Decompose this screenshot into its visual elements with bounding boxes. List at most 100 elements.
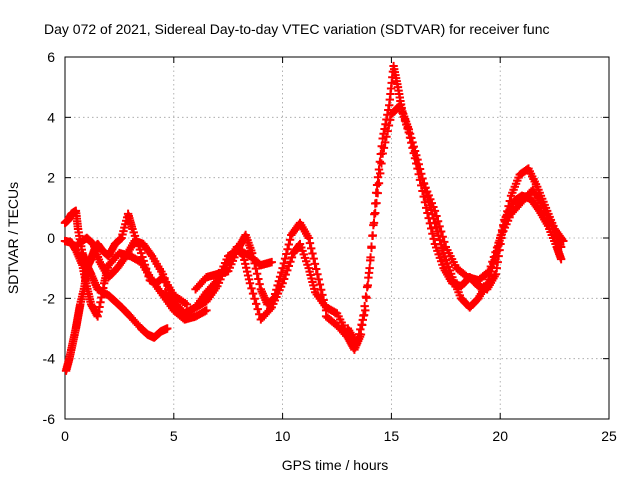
data-point-interp (414, 170, 423, 179)
data-point-interp (505, 196, 515, 206)
data-point (247, 248, 257, 258)
y-axis-label: SDTVAR / TECUs (5, 182, 21, 294)
data-point-interp (364, 268, 374, 278)
y-tick-label: 0 (47, 230, 55, 246)
data-point-interp (248, 289, 258, 298)
data-point-interp (440, 237, 449, 247)
data-point-interp (285, 235, 295, 244)
data-point-interp (366, 256, 375, 265)
x-tick-label: 5 (170, 428, 178, 444)
data-point-interp (283, 245, 292, 254)
data-point-interp (281, 270, 290, 279)
y-tick-label: 2 (47, 170, 55, 186)
data-point-interp (306, 244, 316, 253)
series-track-h (343, 101, 568, 348)
data-point (163, 324, 172, 333)
data-point-interp (433, 216, 443, 226)
data-point (485, 266, 494, 276)
data-point-interp (488, 257, 497, 266)
data-point (361, 306, 370, 315)
data-point-interp (273, 281, 282, 290)
data-point-interp (251, 299, 261, 309)
data-point-interp (383, 126, 392, 136)
data-point-interp (368, 231, 377, 240)
data-point-interp (314, 275, 323, 284)
data-point-interp (415, 175, 425, 185)
data-point (404, 128, 414, 137)
data-point-interp (492, 243, 502, 252)
data-point-interp (249, 254, 258, 263)
data-series (60, 61, 568, 375)
x-tick-label: 20 (492, 428, 508, 444)
data-point (556, 254, 566, 264)
data-point-interp (377, 159, 386, 168)
x-tick-labels: 0 5 10 15 20 25 (61, 428, 617, 444)
data-point-interp (250, 259, 259, 268)
data-point-interp (308, 249, 317, 258)
data-point (422, 203, 431, 213)
data-point-interp (379, 143, 389, 153)
data-point-interp (270, 289, 280, 299)
data-point-interp (354, 329, 364, 339)
chart-title: Day 072 of 2021, Sidereal Day-to-day VTE… (44, 21, 550, 37)
data-point (378, 149, 387, 158)
data-point (267, 257, 276, 267)
data-point (278, 263, 287, 273)
data-point (313, 270, 322, 279)
data-point-interp (426, 224, 436, 233)
data-point-interp (409, 148, 418, 158)
grid (65, 57, 609, 419)
data-point-interp (253, 304, 262, 314)
data-point-interp (250, 294, 259, 303)
data-point-interp (305, 238, 315, 248)
data-point-interp (356, 325, 365, 334)
data-point-interp (319, 295, 328, 305)
data-point-interp (419, 192, 428, 201)
data-point-interp (385, 115, 395, 125)
data-point-interp (254, 274, 263, 284)
series-track-f (191, 218, 331, 315)
data-point-interp (357, 320, 366, 329)
data-point-interp (247, 284, 256, 293)
data-point-interp (486, 262, 496, 271)
data-point-interp (283, 266, 292, 275)
data-point (202, 306, 211, 315)
data-point-interp (371, 208, 380, 218)
data-point-interp (311, 264, 321, 274)
data-point (245, 279, 255, 288)
data-point-interp (279, 259, 289, 268)
data-point-interp (407, 138, 416, 147)
data-point-interp (367, 243, 376, 253)
data-point-interp (315, 280, 325, 289)
data-point-interp (436, 227, 446, 236)
series-track-i (419, 179, 566, 285)
data-point-interp (353, 334, 363, 344)
data-point-interp (274, 276, 284, 286)
data-point-interp (359, 310, 369, 320)
data-point-interp (318, 290, 327, 300)
data-point-interp (280, 254, 290, 263)
data-point-interp (363, 281, 372, 290)
data-point (430, 206, 440, 216)
y-tick-label: -4 (43, 351, 56, 367)
data-point (556, 242, 566, 252)
data-point-interp (423, 208, 432, 218)
data-point-interp (309, 254, 318, 263)
x-tick-label: 0 (61, 428, 69, 444)
data-point-interp (282, 249, 291, 259)
x-tick-label: 15 (384, 428, 400, 444)
data-point-interp (489, 252, 499, 262)
data-point-interp (284, 261, 294, 271)
data-point-interp (362, 293, 371, 303)
data-point-interp (310, 259, 320, 269)
data-point-interp (412, 159, 421, 168)
y-tick-labels: -6 -4 -2 0 2 4 6 (43, 49, 56, 427)
data-point-interp (272, 285, 281, 294)
data-point-interp (316, 285, 326, 294)
data-point-interp (432, 211, 441, 221)
data-point-interp (428, 229, 437, 238)
x-tick-label: 10 (275, 428, 291, 444)
data-point-interp (255, 279, 264, 289)
y-tick-label: 6 (47, 49, 55, 65)
